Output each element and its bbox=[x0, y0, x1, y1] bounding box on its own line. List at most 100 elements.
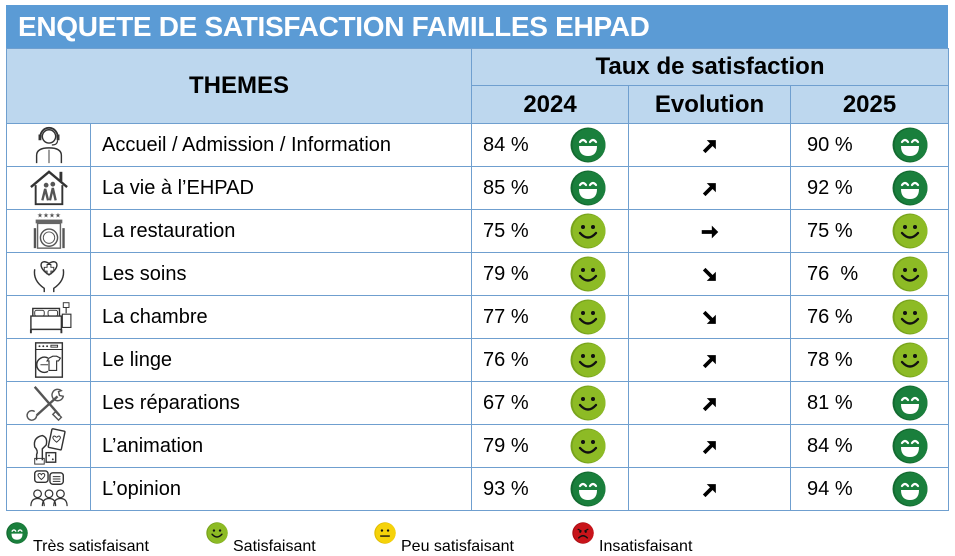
theme-label: L’animation bbox=[89, 424, 473, 468]
value-2025-cell: 78 % bbox=[790, 338, 950, 382]
value-2024-cell: 76 % bbox=[471, 338, 630, 382]
table-row: La vie à l’EHPAD 85 % 92 % bbox=[6, 166, 950, 210]
theme-icon-cell bbox=[6, 123, 91, 167]
legend-item-satis: Satisfaisant bbox=[206, 520, 316, 555]
evolution-cell bbox=[628, 252, 792, 296]
value-2024-cell: 75 % bbox=[471, 209, 630, 253]
legend: Très satisfaisant Satisfaisant Peu satisfa… bbox=[6, 520, 946, 555]
tools-wrench-screwdriver-icon bbox=[22, 386, 76, 422]
bed-icon bbox=[22, 302, 76, 334]
very-satisfied-smiley-icon bbox=[570, 127, 606, 163]
value-2024: 67 % bbox=[483, 391, 529, 414]
value-2025: 94 % bbox=[807, 477, 853, 500]
theme-label: La vie à l’EHPAD bbox=[89, 166, 473, 210]
legend-label: Peu satisfaisant bbox=[401, 538, 514, 555]
satisfied-smiley-icon bbox=[570, 256, 606, 292]
evolution-cell bbox=[628, 467, 792, 511]
theme-label: Le linge bbox=[89, 338, 473, 382]
theme-icon-cell bbox=[6, 381, 91, 425]
very-satisfied-smiley-icon bbox=[892, 170, 928, 206]
arrow-up-right-icon bbox=[699, 175, 721, 200]
value-2025-cell: 81 % bbox=[790, 381, 950, 425]
value-2025-cell: 76 % bbox=[790, 295, 950, 339]
opinion-people-icon bbox=[22, 470, 76, 507]
value-2025-cell: 94 % bbox=[790, 467, 950, 511]
care-hands-heart-icon bbox=[22, 261, 76, 293]
value-2024: 79 % bbox=[483, 262, 529, 285]
svg-text:★★★★: ★★★★ bbox=[37, 213, 61, 220]
value-2024: 75 % bbox=[483, 219, 529, 242]
value-2024: 76 % bbox=[483, 348, 529, 371]
arrow-up-right-icon bbox=[699, 132, 721, 157]
legend-label: Très satisfaisant bbox=[33, 538, 149, 555]
arrow-up-right-icon bbox=[699, 390, 721, 415]
value-2025-cell: 90 % bbox=[790, 123, 950, 167]
receptionist-headset-icon bbox=[22, 126, 76, 164]
table-row: Les réparations 67 % 81 % bbox=[6, 381, 950, 425]
restaurant-plate-icon: ★★★★ bbox=[22, 213, 76, 249]
legend-label: Satisfaisant bbox=[233, 538, 316, 555]
satisfied-smiley-icon bbox=[206, 522, 228, 544]
value-2025-cell: 92 % bbox=[790, 166, 950, 210]
very-satisfied-smiley-icon bbox=[6, 522, 28, 544]
satisfied-smiley-icon bbox=[892, 342, 928, 378]
theme-label: Accueil / Admission / Information bbox=[89, 123, 473, 167]
evolution-cell bbox=[628, 295, 792, 339]
satisfied-smiley-icon bbox=[570, 428, 606, 464]
page-title: ENQUETE DE SATISFACTION FAMILLES EHPAD bbox=[6, 5, 948, 48]
value-2024: 85 % bbox=[483, 176, 529, 199]
value-2024-cell: 84 % bbox=[471, 123, 630, 167]
theme-icon-cell bbox=[6, 467, 91, 511]
satisfied-smiley-icon bbox=[570, 342, 606, 378]
very-satisfied-smiley-icon bbox=[570, 170, 606, 206]
theme-icon-cell bbox=[6, 338, 91, 382]
arrow-up-right-icon bbox=[699, 476, 721, 501]
somewhat-satisfied-smiley-icon bbox=[374, 522, 396, 544]
value-2025: 90 % bbox=[807, 133, 853, 156]
very-satisfied-smiley-icon bbox=[570, 471, 606, 507]
evolution-cell bbox=[628, 338, 792, 382]
table-row: La chambre 77 % 76 % bbox=[6, 295, 950, 339]
value-2024-cell: 79 % bbox=[471, 252, 630, 296]
value-2024-cell: 67 % bbox=[471, 381, 630, 425]
value-2025-cell: 84 % bbox=[790, 424, 950, 468]
satisfied-smiley-icon bbox=[570, 299, 606, 335]
table-row: Les soins 79 % 76 % bbox=[6, 252, 950, 296]
satisfaction-table: THEMES Taux de satisfaction 2024 Evoluti… bbox=[5, 48, 950, 511]
value-2024-cell: 85 % bbox=[471, 166, 630, 210]
arrow-down-right-icon bbox=[699, 304, 721, 329]
satisfied-smiley-icon bbox=[892, 256, 928, 292]
arrow-down-right-icon bbox=[699, 261, 721, 286]
satisfied-smiley-icon bbox=[892, 213, 928, 249]
legend-item-tres: Très satisfaisant bbox=[6, 520, 149, 555]
theme-label: Les soins bbox=[89, 252, 473, 296]
value-2024-cell: 79 % bbox=[471, 424, 630, 468]
table-row: Accueil / Admission / Information 84 % 90 … bbox=[6, 123, 950, 167]
value-2024: 79 % bbox=[483, 434, 529, 457]
table-row: L’animation 79 % 84 % bbox=[6, 424, 950, 468]
unsatisfied-smiley-icon bbox=[572, 522, 594, 544]
theme-icon-cell bbox=[6, 252, 91, 296]
satisfied-smiley-icon bbox=[570, 213, 606, 249]
value-2025: 76 % bbox=[807, 262, 859, 285]
value-2024-cell: 77 % bbox=[471, 295, 630, 339]
evolution-cell bbox=[628, 209, 792, 253]
theme-icon-cell bbox=[6, 295, 91, 339]
very-satisfied-smiley-icon bbox=[892, 471, 928, 507]
value-2025: 81 % bbox=[807, 391, 853, 414]
theme-icon-cell bbox=[6, 166, 91, 210]
theme-icon-cell bbox=[6, 424, 91, 468]
evolution-cell bbox=[628, 381, 792, 425]
evolution-cell bbox=[628, 166, 792, 210]
games-chess-cards-icon bbox=[22, 428, 76, 465]
evolution-cell bbox=[628, 123, 792, 167]
value-2025: 78 % bbox=[807, 348, 853, 371]
value-2025-cell: 75 % bbox=[790, 209, 950, 253]
very-satisfied-smiley-icon bbox=[892, 385, 928, 421]
value-2025: 84 % bbox=[807, 434, 853, 457]
house-elderly-icon bbox=[22, 170, 76, 206]
table-row: L’opinion 93 % 94 % bbox=[6, 467, 950, 511]
taux-header: Taux de satisfaction bbox=[471, 48, 950, 86]
theme-label: L’opinion bbox=[89, 467, 473, 511]
arrow-right-icon bbox=[699, 218, 721, 243]
